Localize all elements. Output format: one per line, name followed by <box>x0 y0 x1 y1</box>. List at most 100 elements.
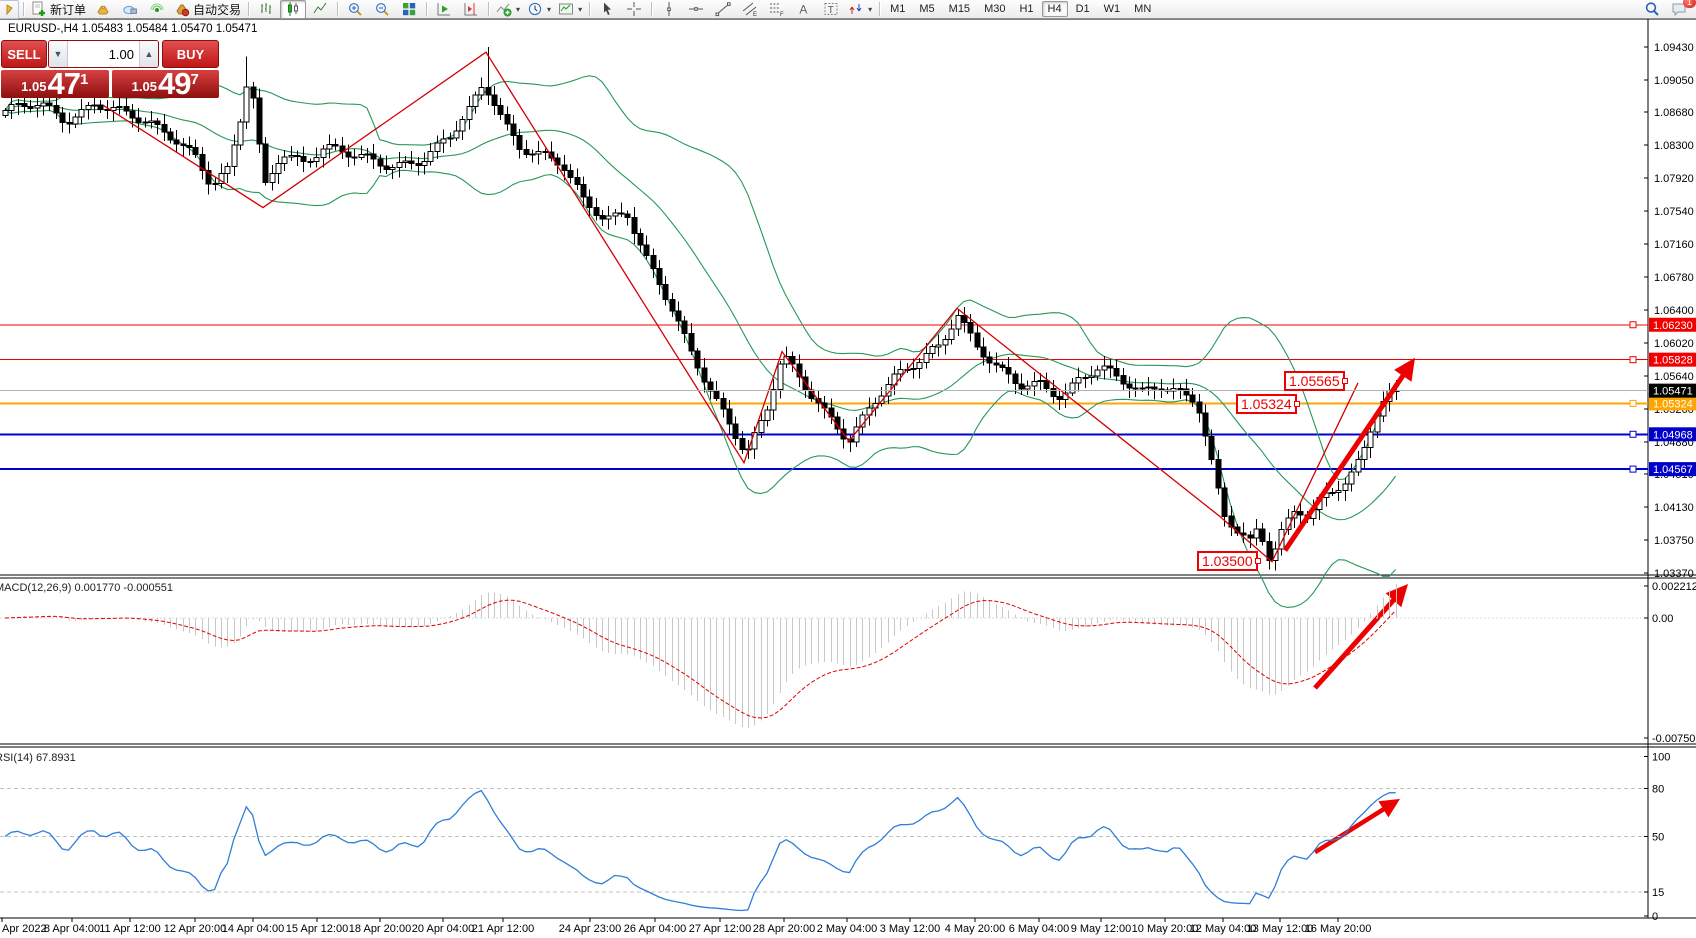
periods-button[interactable]: ▾ <box>524 0 554 19</box>
signal-icon <box>150 3 164 12</box>
tile-windows-button[interactable] <box>396 0 422 19</box>
toolbar-separator <box>879 2 881 16</box>
community-icon-button[interactable] <box>117 0 143 19</box>
toolbar: 新订单 自动交易 <box>0 0 1696 19</box>
svg-text:3 May 12:00: 3 May 12:00 <box>880 923 941 935</box>
chart-shift-button[interactable] <box>458 0 484 19</box>
svg-text:E: E <box>753 12 757 17</box>
cursor-button[interactable] <box>594 0 620 19</box>
indicators-caret: ▾ <box>516 4 521 14</box>
tf-button-H4[interactable]: H4 <box>1041 1 1068 17</box>
tf-button-M30[interactable]: M30 <box>984 3 1006 15</box>
macd-label: MACD(12,26,9) 0.001770 -0.000551 <box>0 582 173 594</box>
vertical-line-button[interactable] <box>656 0 682 19</box>
svg-text:1.07160: 1.07160 <box>1654 239 1694 251</box>
toolbar-separator <box>23 2 24 16</box>
macd-panel: MACD(12,26,9) 0.001770 -0.000551 0.002212… <box>0 581 1696 745</box>
tf-button-W1[interactable]: W1 <box>1103 3 1121 15</box>
text-label-icon: T <box>824 3 838 16</box>
candlestick-chart-button[interactable] <box>280 0 307 19</box>
svg-text:10 May 20:00: 10 May 20:00 <box>1132 923 1199 935</box>
buy-price-quote[interactable]: 1.05 49 7 <box>111 68 219 99</box>
tf-button-M15[interactable]: M15 <box>948 3 971 15</box>
svg-text:1.05640: 1.05640 <box>1654 371 1694 383</box>
chat-button[interactable]: 1 <box>1666 0 1696 19</box>
search-button[interactable] <box>1639 0 1665 19</box>
svg-text:1.08300: 1.08300 <box>1654 140 1694 152</box>
volume-input[interactable]: 1.00 <box>68 41 139 67</box>
candlesticks <box>2 47 1400 571</box>
tf-button-H1[interactable]: H1 <box>1019 3 1034 15</box>
svg-text:1.03750: 1.03750 <box>1654 535 1694 547</box>
price-annotation-1-05565[interactable]: 1.05565 <box>1284 371 1348 391</box>
fibonacci-button[interactable]: F <box>764 0 790 19</box>
buy-price-prefix: 1.05 <box>131 79 157 94</box>
tf-button-D1[interactable]: D1 <box>1075 3 1090 15</box>
candlestick-icon <box>288 2 299 16</box>
panel-frames <box>0 18 1696 919</box>
arrows-icon <box>849 4 862 14</box>
text-button[interactable]: A <box>791 0 817 19</box>
svg-text:1.04130: 1.04130 <box>1654 502 1694 514</box>
line-chart-button[interactable] <box>307 0 333 19</box>
svg-text:1.03370: 1.03370 <box>1654 568 1694 580</box>
horizontal-line-button[interactable] <box>683 0 709 19</box>
svg-text:1.08680: 1.08680 <box>1654 107 1694 119</box>
zoom-out-icon <box>376 3 389 16</box>
svg-text:0.00: 0.00 <box>1652 613 1673 625</box>
sell-button[interactable]: SELL <box>1 40 47 68</box>
arrows-button[interactable]: ▾ <box>845 0 875 19</box>
market-icon-button[interactable] <box>90 0 116 19</box>
templates-button[interactable]: ▾ <box>555 0 585 19</box>
svg-text:21 Apr 12:00: 21 Apr 12:00 <box>472 923 534 935</box>
zoom-out-button[interactable] <box>369 0 395 19</box>
auto-scroll-button[interactable] <box>431 0 457 19</box>
bar-chart-button[interactable] <box>253 0 279 19</box>
text-label-button[interactable]: T <box>818 0 844 19</box>
macd-signal-line <box>4 599 1397 719</box>
svg-text:16 May 20:00: 16 May 20:00 <box>1305 923 1372 935</box>
new-order-button[interactable]: 新订单 <box>28 0 89 19</box>
fibonacci-icon: F <box>770 3 784 17</box>
sell-price-prefix: 1.05 <box>21 79 47 94</box>
trend-arrows[interactable] <box>1282 357 1415 855</box>
price-annotation-1-03500[interactable]: 1.03500 <box>1197 551 1261 571</box>
zigzag-trendlines[interactable] <box>102 51 1359 563</box>
channel-icon: E <box>742 2 757 17</box>
auto-scroll-icon <box>437 3 451 16</box>
volume-decrease-button[interactable]: ▼ <box>49 41 68 67</box>
svg-text:50: 50 <box>1652 831 1664 843</box>
equidistant-channel-button[interactable]: E <box>737 0 763 19</box>
zoom-in-button[interactable] <box>342 0 368 19</box>
tf-button-MN[interactable]: MN <box>1134 3 1152 15</box>
indicators-button[interactable]: ▾ <box>493 0 523 19</box>
svg-text:1.07540: 1.07540 <box>1654 206 1694 218</box>
svg-text:13 May 12:00: 13 May 12:00 <box>1247 923 1314 935</box>
gold-ingot-icon <box>97 5 109 15</box>
vertical-line-icon <box>667 2 671 16</box>
svg-text:18 Apr 20:00: 18 Apr 20:00 <box>349 923 411 935</box>
trendline-button[interactable] <box>710 0 736 19</box>
horizontal-line-icon <box>689 7 704 11</box>
svg-text:1.04968: 1.04968 <box>1653 429 1693 441</box>
new-order-label: 新订单 <box>50 2 87 17</box>
svg-text:100: 100 <box>1652 752 1670 764</box>
clipped-toolbar-icon[interactable] <box>0 0 19 19</box>
tf-button-M1[interactable]: M1 <box>890 3 906 15</box>
tf-button-M5[interactable]: M5 <box>919 3 935 15</box>
sell-price-quote[interactable]: 1.05 47 1 <box>1 68 109 99</box>
crosshair-icon <box>627 2 642 16</box>
toolbar-separator <box>488 2 490 16</box>
buy-button[interactable]: BUY <box>162 40 219 68</box>
price-annotation-1-05324[interactable]: 1.05324 <box>1236 394 1300 414</box>
auto-trading-button[interactable]: 自动交易 <box>171 0 244 19</box>
volume-increase-button[interactable]: ▲ <box>139 41 158 67</box>
chart-symbol-title: EURUSD-,H4 1.05483 1.05484 1.05470 1.054… <box>8 23 258 35</box>
svg-text:14 Apr 04:00: 14 Apr 04:00 <box>222 923 284 935</box>
svg-text:6 May 04:00: 6 May 04:00 <box>1009 923 1070 935</box>
crosshair-button[interactable] <box>621 0 647 19</box>
svg-text:27 Apr 12:00: 27 Apr 12:00 <box>689 923 751 935</box>
signals-icon-button[interactable] <box>144 0 170 19</box>
